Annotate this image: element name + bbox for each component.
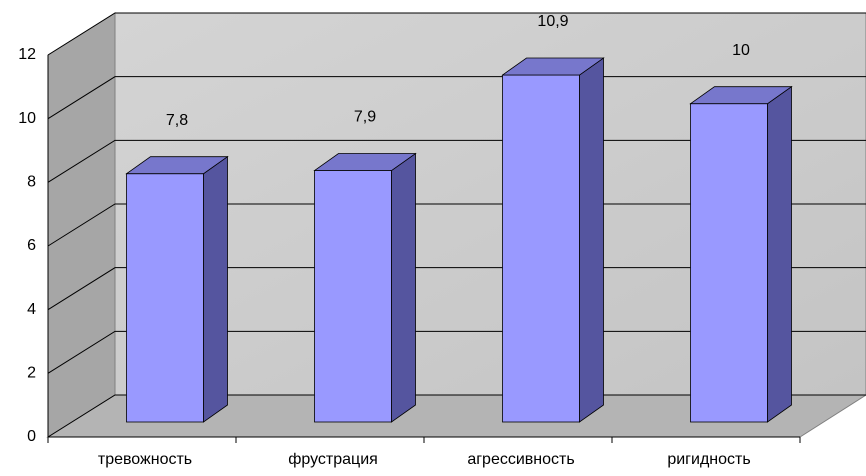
grid-line xyxy=(47,203,866,247)
bar-top xyxy=(125,156,229,175)
y-tick-label: 12 xyxy=(18,46,36,63)
grid-line xyxy=(47,76,866,120)
bar xyxy=(314,170,392,423)
bar-side xyxy=(203,155,228,423)
y-tick-label: 8 xyxy=(27,174,36,191)
bar-side xyxy=(579,57,604,423)
y-tick-label: 2 xyxy=(27,365,36,382)
y-tick-label: 0 xyxy=(27,428,36,445)
y-tick-label: 4 xyxy=(27,301,36,318)
value-label: 10,9 xyxy=(537,13,568,30)
x-tick-label: тревожность xyxy=(98,451,192,468)
bar-top xyxy=(501,57,605,76)
bar-side xyxy=(391,152,416,423)
bar xyxy=(502,74,580,423)
value-label: 10 xyxy=(732,42,750,59)
y-tick-label: 6 xyxy=(27,237,36,254)
y-tick-label: 10 xyxy=(18,110,36,127)
bar-top xyxy=(313,153,417,171)
grid-line xyxy=(47,330,866,374)
grid-line xyxy=(47,394,866,438)
bar xyxy=(126,173,204,423)
bar-top xyxy=(689,86,793,105)
grid-line xyxy=(47,267,866,311)
value-label: 7,8 xyxy=(166,112,188,129)
grid-line xyxy=(47,12,866,56)
x-tick-label: агрессивность xyxy=(467,451,574,468)
bar-side xyxy=(767,85,792,423)
value-label: 7,9 xyxy=(354,109,376,126)
grid-line xyxy=(47,139,866,183)
x-tick-label: ригидность xyxy=(667,451,750,468)
bar xyxy=(690,103,768,423)
x-tick-label: фрустрация xyxy=(288,451,378,468)
